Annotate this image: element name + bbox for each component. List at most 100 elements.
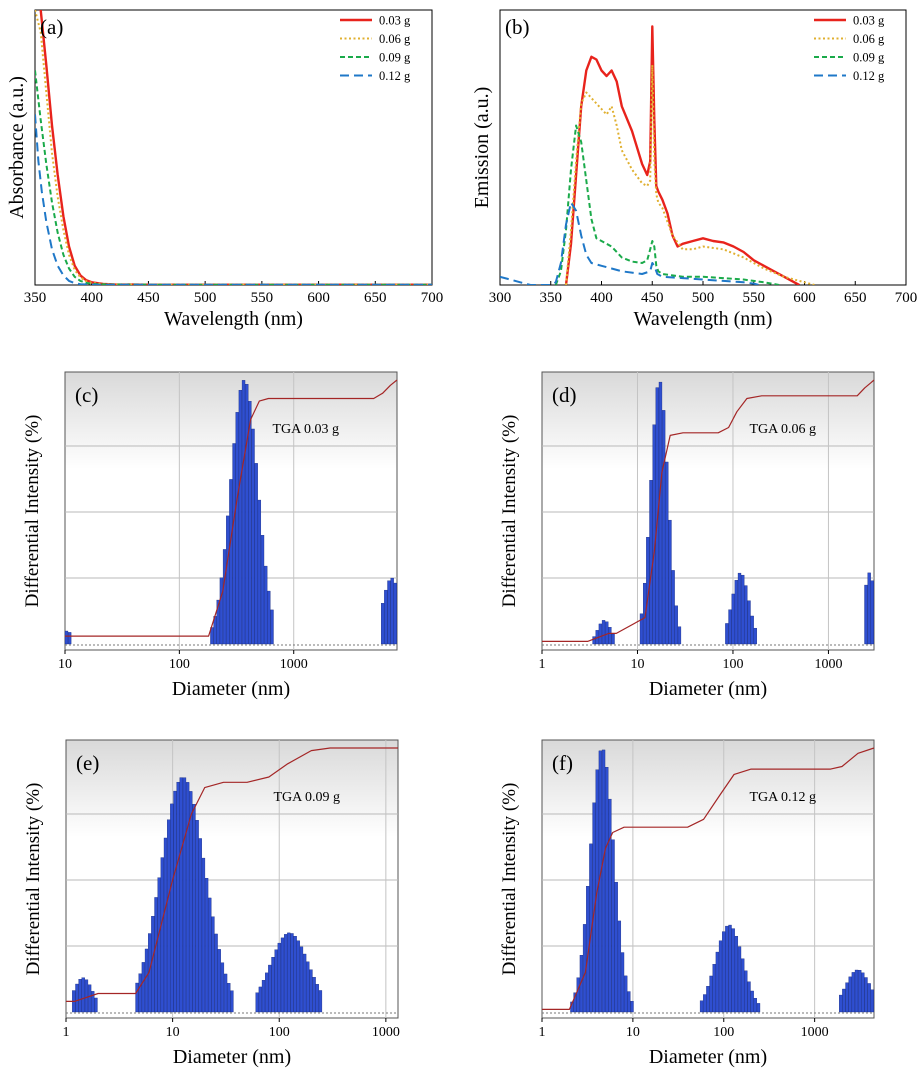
histogram-bar bbox=[245, 384, 249, 645]
histogram-bar bbox=[91, 991, 95, 1013]
x-tick-label: 10 bbox=[626, 1025, 640, 1040]
histogram-bar bbox=[229, 479, 233, 645]
histogram-bar bbox=[854, 969, 859, 1013]
x-tick-label: 350 bbox=[540, 290, 563, 306]
panel-label: (d) bbox=[552, 383, 577, 407]
panel-label: (b) bbox=[505, 15, 530, 39]
histogram-bar bbox=[728, 609, 732, 645]
panel-2: TGA 0.03 g (c) 10 100 1000 Diameter (nm) Diffe… bbox=[22, 371, 398, 700]
panel-5: TGA 0.12 g (f) 1 10 100 1000 Diameter (nm) Diff… bbox=[499, 739, 875, 1068]
cumulative-line bbox=[66, 747, 398, 1003]
histogram-bar bbox=[677, 626, 682, 645]
histogram-bar bbox=[744, 585, 748, 645]
x-tick-label: 400 bbox=[80, 290, 103, 306]
histogram-bar bbox=[384, 589, 388, 645]
cumulative-line bbox=[542, 379, 875, 643]
x-tick-label: 350 bbox=[24, 290, 47, 306]
histogram-bar bbox=[699, 1000, 704, 1013]
histogram-bar bbox=[703, 994, 707, 1013]
x-tick-label: 700 bbox=[421, 290, 444, 306]
legend: 0.03 g 0.06 g 0.09 g 0.12 g bbox=[814, 14, 885, 83]
histogram-bar bbox=[151, 916, 155, 1013]
x-tick-label: 300 bbox=[489, 290, 512, 306]
histogram-bar bbox=[718, 940, 723, 1013]
histogram-bar bbox=[241, 380, 246, 645]
x-axis-label: Wavelength (nm) bbox=[634, 308, 773, 330]
histogram-bar bbox=[141, 962, 146, 1013]
panel-4: TGA 0.09 g (e) 1 10 100 1000 Diameter (nm) Diff… bbox=[23, 739, 400, 1068]
histogram-bar bbox=[296, 940, 300, 1013]
histogram-bar bbox=[658, 381, 663, 645]
histogram-bar bbox=[750, 990, 754, 1013]
histogram-bar bbox=[390, 577, 394, 645]
legend-label: 0.09 g bbox=[853, 51, 885, 65]
histogram-bar bbox=[182, 777, 187, 1013]
histogram-bar bbox=[157, 877, 161, 1013]
plot-frame bbox=[65, 739, 399, 1019]
histogram-bar bbox=[192, 804, 196, 1013]
histogram-bar bbox=[201, 857, 206, 1013]
sample-annotation: TGA 0.12 g bbox=[749, 790, 816, 805]
histogram-bar bbox=[614, 881, 618, 1013]
y-axis-label: Absorbance (a.u.) bbox=[6, 76, 28, 219]
histogram-bar bbox=[715, 951, 720, 1013]
histogram-bar bbox=[858, 969, 862, 1013]
histogram-bar bbox=[598, 623, 603, 645]
series-line-012g bbox=[35, 114, 432, 285]
x-tick-label: 700 bbox=[895, 290, 918, 306]
histogram-bar bbox=[232, 443, 236, 645]
x-tick-label: 1 bbox=[63, 1025, 70, 1040]
x-tick-label: 1 bbox=[539, 657, 546, 672]
histogram-bar bbox=[870, 989, 874, 1013]
x-tick-label: 550 bbox=[251, 290, 274, 306]
histogram-bar bbox=[219, 577, 224, 645]
histogram-bar bbox=[861, 972, 865, 1013]
histogram-bar bbox=[649, 480, 653, 645]
histogram-bar bbox=[198, 838, 202, 1013]
histogram-bar bbox=[287, 932, 291, 1013]
histogram-bar bbox=[283, 934, 288, 1013]
histogram-bar bbox=[189, 791, 193, 1013]
histogram-bar bbox=[267, 590, 271, 645]
histogram-bar bbox=[725, 925, 729, 1013]
histogram-bar bbox=[94, 997, 98, 1013]
y-axis-label: Differential Intensity (%) bbox=[23, 783, 44, 976]
plot-frame bbox=[34, 9, 433, 286]
x-tick-label: 1000 bbox=[372, 1025, 400, 1040]
legend-label: 0.09 g bbox=[379, 51, 411, 65]
histogram-bar bbox=[652, 424, 656, 645]
panel-label: (a) bbox=[40, 15, 63, 39]
series-line-009g bbox=[35, 70, 432, 285]
histogram-bar bbox=[179, 777, 183, 1013]
x-tick-label: 450 bbox=[137, 290, 160, 306]
histogram-bar bbox=[592, 636, 596, 645]
histogram-bar bbox=[747, 600, 751, 645]
histogram-bar bbox=[661, 410, 666, 645]
histogram-bar bbox=[630, 1001, 634, 1013]
histogram-bar bbox=[144, 948, 149, 1013]
x-tick-label: 100 bbox=[722, 657, 743, 672]
histogram-bar bbox=[264, 565, 268, 645]
histogram-bar bbox=[624, 975, 628, 1013]
histogram-bar bbox=[211, 916, 215, 1013]
histogram-bar bbox=[706, 986, 710, 1013]
histogram-bar bbox=[135, 982, 139, 1013]
histogram-bar bbox=[176, 781, 180, 1013]
histogram-bar bbox=[75, 983, 79, 1013]
histogram-bar bbox=[756, 1003, 761, 1013]
histogram-bar bbox=[81, 977, 85, 1013]
histogram-bar bbox=[864, 977, 868, 1013]
y-axis-label: Differential Intensity (%) bbox=[22, 415, 43, 608]
histogram-bar bbox=[734, 935, 739, 1013]
histogram-bar bbox=[163, 837, 168, 1013]
histogram-bar bbox=[195, 820, 199, 1013]
sample-annotation: TGA 0.06 g bbox=[749, 422, 816, 437]
bar-group bbox=[72, 777, 323, 1013]
histogram-bar bbox=[639, 613, 644, 645]
histogram-bar bbox=[725, 623, 729, 645]
histogram-bar bbox=[315, 984, 319, 1013]
legend-label: 0.06 g bbox=[379, 32, 411, 46]
histogram-bar bbox=[204, 877, 209, 1013]
